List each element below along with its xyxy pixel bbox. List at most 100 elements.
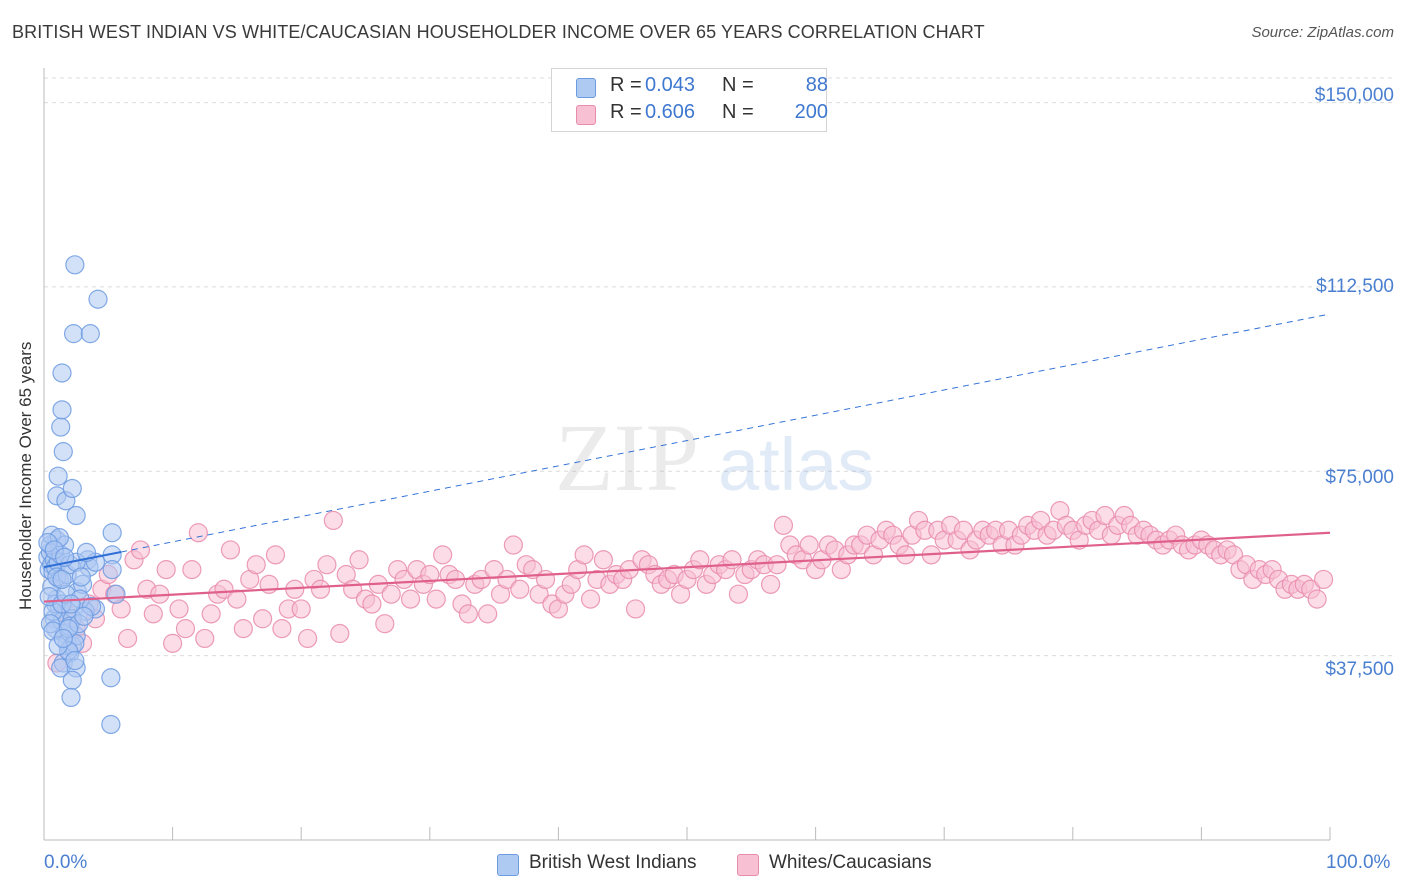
data-point [272, 619, 292, 639]
data-point [625, 599, 646, 619]
data-point [433, 545, 453, 565]
data-point [63, 324, 84, 344]
data-point [265, 545, 286, 565]
y-tick-label-112500: $112,500 [1316, 276, 1394, 297]
data-point [214, 579, 234, 599]
data-point [291, 599, 311, 619]
data-point [349, 550, 369, 570]
data-point [62, 478, 82, 499]
trend-line-whites-caucasians [43, 531, 1331, 603]
data-point [175, 619, 196, 639]
watermark-zip: ZIP [555, 404, 699, 511]
legend-swatch-blue [576, 78, 596, 98]
legend-r-label: R = [610, 74, 642, 96]
data-point [246, 555, 266, 575]
data-point [52, 363, 72, 383]
legend-r-label: R = [610, 101, 642, 123]
y-tick-label-75000: $75,000 [1325, 467, 1394, 488]
legend-swatch-pink [576, 105, 596, 125]
data-point [201, 604, 221, 624]
series-whites-caucasians-points [47, 501, 1334, 673]
data-point [400, 589, 421, 609]
data-point [102, 560, 122, 580]
data-point [760, 574, 781, 594]
bottom-legend-label: Whites/Caucasians [769, 852, 932, 873]
data-point [195, 628, 215, 649]
data-point [51, 417, 71, 437]
data-point [310, 579, 331, 599]
data-point [188, 523, 208, 543]
data-point [535, 569, 556, 590]
data-point [323, 510, 343, 531]
y-axis-label: Householder Income Over 65 years [16, 341, 35, 610]
data-point [130, 540, 151, 560]
bottom-legend-swatch-blue [497, 854, 519, 876]
data-point [143, 604, 163, 624]
chart-title: BRITISH WEST INDIAN VS WHITE/CAUCASIAN H… [12, 22, 985, 42]
data-point [53, 628, 73, 649]
data-point [156, 560, 176, 580]
data-point [381, 584, 401, 604]
legend-n-label: N = [722, 101, 754, 123]
data-point [510, 579, 530, 599]
trend-line-british-west-indians [43, 550, 122, 569]
data-point [66, 505, 86, 526]
data-point [1095, 505, 1115, 526]
data-point [426, 589, 446, 609]
series-british-west-indians-points [38, 255, 126, 735]
data-point [375, 614, 395, 634]
axes [43, 68, 1331, 841]
legend-n-value: 200 [794, 101, 828, 123]
data-point [88, 289, 108, 309]
data-point [497, 569, 517, 590]
bottom-legend-label: British West Indians [529, 852, 697, 873]
data-point [484, 560, 504, 580]
data-point [62, 670, 82, 690]
y-tick-label-37500: $37,500 [1325, 659, 1394, 680]
data-point [71, 567, 91, 587]
data-point [1313, 569, 1334, 590]
data-point [503, 535, 523, 555]
data-point [330, 623, 350, 644]
data-point [478, 604, 498, 624]
x-tick-label-min: 0.0% [44, 852, 88, 873]
x-tick-label-max: 100.0% [1326, 852, 1391, 873]
y-tick-label-150000: $150,000 [1314, 85, 1394, 106]
data-point [767, 555, 787, 575]
data-point [690, 550, 710, 570]
data-point [53, 442, 73, 462]
legend-r-value: 0.043 [645, 74, 696, 96]
data-point [580, 589, 601, 609]
trend-lines [43, 313, 1331, 603]
data-point [52, 569, 72, 590]
data-point [593, 550, 614, 570]
data-point [65, 650, 85, 671]
legend-n-label: N = [722, 74, 754, 96]
watermark-atlas: atlas [718, 423, 874, 506]
data-point [574, 545, 594, 565]
data-point [799, 535, 819, 555]
bottom-legend-swatch-pink [737, 854, 759, 876]
source-label: Source: ZipAtlas.com [1251, 24, 1394, 41]
data-point [48, 466, 68, 486]
data-point [163, 633, 183, 653]
data-point [101, 714, 121, 735]
data-point [220, 540, 241, 560]
data-point [728, 584, 749, 604]
data-point [102, 523, 122, 543]
data-point [362, 594, 382, 614]
correlation-legend: R = 0.043 N = 88 R = 0.606 N = 200 [551, 68, 828, 132]
data-point [117, 628, 138, 649]
data-point [233, 619, 253, 639]
data-point [65, 255, 85, 275]
data-point [61, 687, 81, 708]
watermark: ZIP atlas [555, 404, 874, 511]
data-point [317, 555, 337, 575]
data-point [52, 400, 72, 420]
data-point [1307, 589, 1327, 609]
data-point [182, 560, 202, 580]
data-point [773, 515, 794, 535]
data-point [80, 324, 100, 344]
data-point [953, 520, 974, 540]
